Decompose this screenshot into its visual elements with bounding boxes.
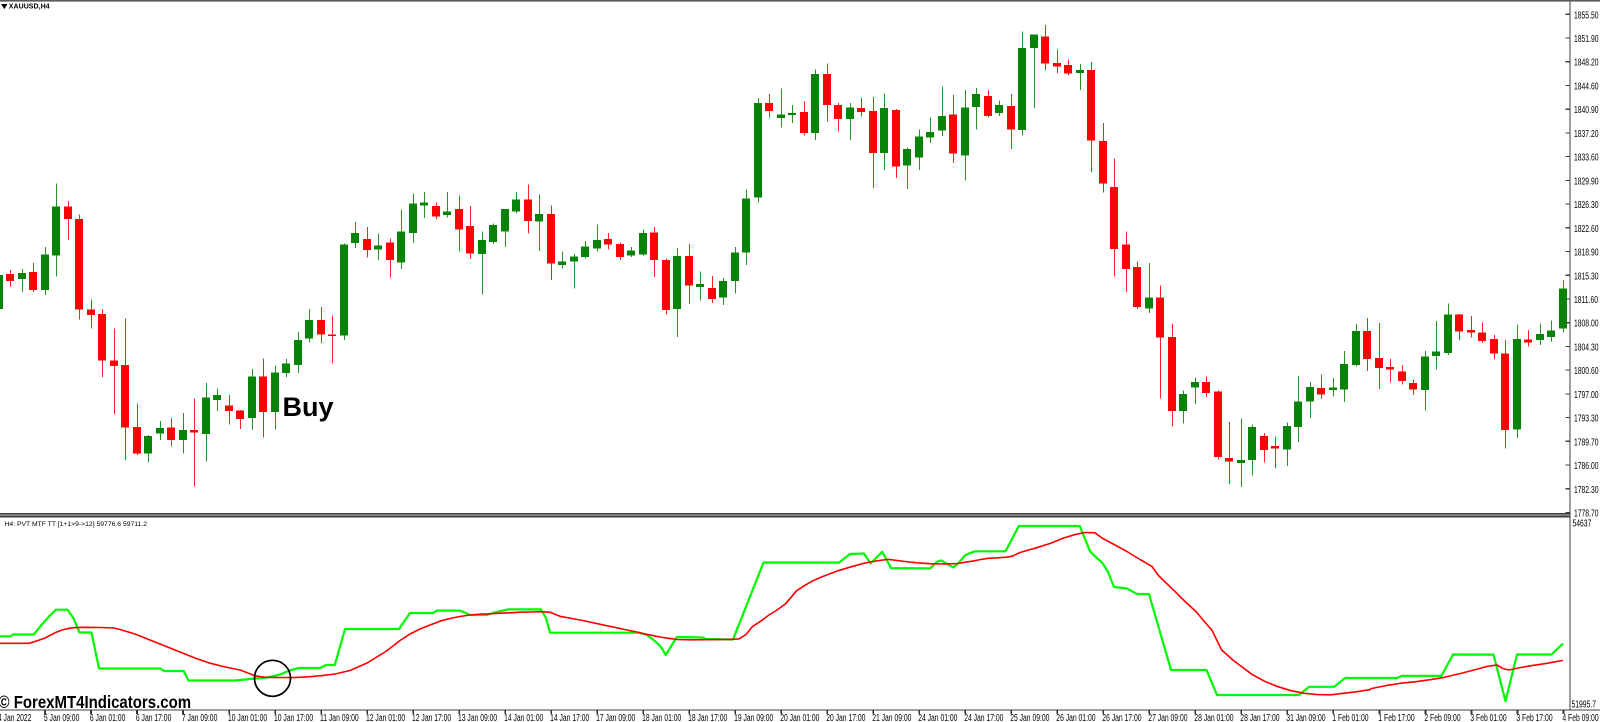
svg-text:6 Jan 01:00: 6 Jan 01:00 — [90, 712, 126, 722]
svg-text:27 Jan 09:00: 27 Jan 09:00 — [1148, 712, 1187, 722]
svg-text:1855.50: 1855.50 — [1574, 9, 1599, 21]
svg-text:12 Jan 01:00: 12 Jan 01:00 — [366, 712, 405, 722]
svg-text:1826.30: 1826.30 — [1574, 199, 1599, 211]
svg-text:19 Jan 09:00: 19 Jan 09:00 — [734, 712, 773, 722]
svg-text:3 Feb 17:00: 3 Feb 17:00 — [1516, 712, 1552, 722]
svg-text:31 Jan 09:00: 31 Jan 09:00 — [1286, 712, 1325, 722]
svg-text:1822.60: 1822.60 — [1574, 223, 1599, 235]
svg-text:Buy: Buy — [283, 392, 334, 422]
svg-text:1829.90: 1829.90 — [1574, 175, 1599, 187]
svg-text:25 Jan 09:00: 25 Jan 09:00 — [1010, 712, 1049, 722]
svg-text:1808.00: 1808.00 — [1574, 317, 1599, 329]
svg-text:1793.30: 1793.30 — [1574, 412, 1599, 424]
svg-text:26 Jan 17:00: 26 Jan 17:00 — [1102, 712, 1141, 722]
svg-text:6 Jan 17:00: 6 Jan 17:00 — [136, 712, 172, 722]
svg-text:1782.30: 1782.30 — [1574, 484, 1599, 496]
svg-text:1804.30: 1804.30 — [1574, 341, 1599, 353]
svg-text:24 Jan 01:00: 24 Jan 01:00 — [918, 712, 957, 722]
svg-text:4 Feb 09:00: 4 Feb 09:00 — [1562, 712, 1598, 722]
svg-text:14 Jan 17:00: 14 Jan 17:00 — [550, 712, 589, 722]
svg-text:H4: PVT MTF TT [1+1>9->12] 597: H4: PVT MTF TT [1+1>9->12] 59776.6 59711… — [5, 521, 148, 528]
svg-text:28 Jan 17:00: 28 Jan 17:00 — [1240, 712, 1279, 722]
svg-text:26 Jan 01:00: 26 Jan 01:00 — [1056, 712, 1095, 722]
svg-text:1797.00: 1797.00 — [1574, 389, 1599, 401]
svg-text:1837.20: 1837.20 — [1574, 128, 1599, 140]
svg-text:1811.60: 1811.60 — [1574, 294, 1598, 306]
svg-text:1848.20: 1848.20 — [1574, 56, 1599, 68]
svg-text:1789.70: 1789.70 — [1574, 436, 1599, 448]
svg-text:21 Jan 09:00: 21 Jan 09:00 — [872, 712, 911, 722]
svg-text:14 Jan 01:00: 14 Jan 01:00 — [504, 712, 543, 722]
svg-text:1844.60: 1844.60 — [1574, 80, 1599, 92]
svg-text:24 Jan 17:00: 24 Jan 17:00 — [964, 712, 1003, 722]
svg-text:1 Feb 01:00: 1 Feb 01:00 — [1332, 712, 1368, 722]
svg-text:1815.30: 1815.30 — [1574, 270, 1599, 282]
svg-text:1840.90: 1840.90 — [1574, 104, 1599, 116]
svg-text:1 Feb 17:00: 1 Feb 17:00 — [1378, 712, 1414, 722]
svg-text:7 Jan 09:00: 7 Jan 09:00 — [182, 712, 218, 722]
svg-text:10 Jan 01:00: 10 Jan 01:00 — [228, 712, 267, 722]
svg-text:18 Jan 01:00: 18 Jan 01:00 — [642, 712, 681, 722]
svg-text:11 Jan 09:00: 11 Jan 09:00 — [320, 712, 359, 722]
svg-text:51995.7: 51995.7 — [1572, 698, 1597, 710]
svg-text:12 Jan 17:00: 12 Jan 17:00 — [412, 712, 451, 722]
svg-text:54637: 54637 — [1573, 517, 1592, 529]
svg-text:1778.70: 1778.70 — [1574, 507, 1599, 519]
svg-text:3 Feb 01:00: 3 Feb 01:00 — [1470, 712, 1506, 722]
svg-text:10 Jan 17:00: 10 Jan 17:00 — [274, 712, 313, 722]
svg-text:4 Jan 2022: 4 Jan 2022 — [0, 712, 32, 722]
svg-text:1851.90: 1851.90 — [1574, 33, 1599, 45]
svg-text:1818.90: 1818.90 — [1574, 246, 1599, 258]
svg-text:© ForexMT4Indicators.com: © ForexMT4Indicators.com — [0, 693, 191, 712]
svg-text:13 Jan 09:00: 13 Jan 09:00 — [458, 712, 497, 722]
svg-text:1800.60: 1800.60 — [1574, 365, 1599, 377]
svg-text:5 Jan 09:00: 5 Jan 09:00 — [44, 712, 80, 722]
svg-text:2 Feb 09:00: 2 Feb 09:00 — [1424, 712, 1460, 722]
svg-text:20 Jan 17:00: 20 Jan 17:00 — [826, 712, 865, 722]
svg-text:1833.60: 1833.60 — [1574, 151, 1599, 163]
svg-text:1786.00: 1786.00 — [1574, 460, 1599, 472]
svg-text:28 Jan 01:00: 28 Jan 01:00 — [1194, 712, 1233, 722]
svg-text:17 Jan 09:00: 17 Jan 09:00 — [596, 712, 635, 722]
svg-text:XAUUSD,H4: XAUUSD,H4 — [9, 1, 51, 10]
svg-text:20 Jan 01:00: 20 Jan 01:00 — [780, 712, 819, 722]
svg-text:18 Jan 17:00: 18 Jan 17:00 — [688, 712, 727, 722]
